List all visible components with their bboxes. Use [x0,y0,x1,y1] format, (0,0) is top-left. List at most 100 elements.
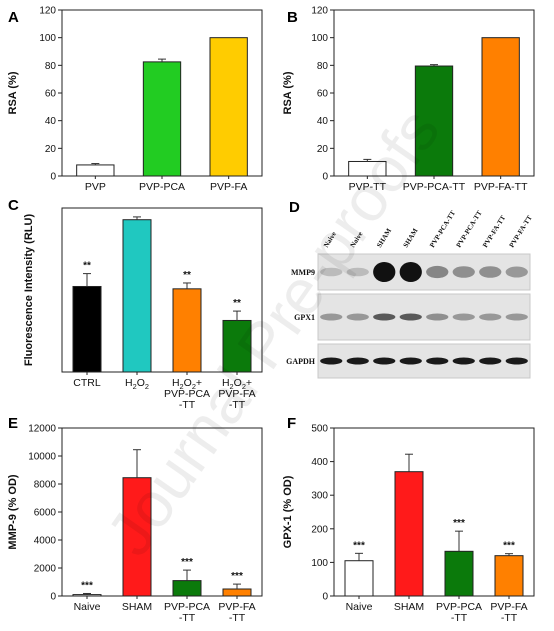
y-tick-label: 0 [50,592,56,603]
significance-label: *** [353,540,365,551]
significance-label: ** [233,298,241,309]
bar [344,560,374,597]
y-axis-label: GPX-1 (% OD) [282,475,294,548]
blot-band [373,262,396,282]
blot-band [479,313,502,321]
bar [414,65,454,177]
blot-band [505,313,528,321]
blot-band [320,357,343,365]
x-tick-label: -TT [179,399,196,411]
y-tick-label: 20 [45,144,57,155]
x-tick-label: PVP-PCA [139,181,185,193]
significance-label: ** [83,261,91,272]
bar [494,555,524,597]
x-tick-label: PVP [85,181,106,193]
x-tick-label: PVP-FA [218,388,255,400]
bar [394,471,424,597]
x-tick-label: H2O2+ [222,377,252,391]
y-axis-label: RSA (%) [7,71,19,114]
blot-band [426,265,449,279]
blot-band [452,357,475,365]
y-tick-label: 500 [311,424,328,435]
y-tick-label: 400 [311,457,328,468]
blot-band [426,357,449,365]
chart-panel-f: F 0 100 200 300 400 500 GPX-1 (% OD) *** Naive SHA… [282,415,535,624]
y-tick-label: 6000 [34,508,57,519]
x-tick-label: PVP-FA [490,601,527,613]
blot-band [452,313,475,321]
x-tick-label: SHAM [122,601,152,613]
plot-frame [333,427,535,597]
blot-band [399,313,422,321]
blot-band [505,266,528,278]
lane-label: Naive [349,230,365,249]
x-tick-label: -TT [179,612,196,624]
y-tick-label: 20 [317,144,329,155]
y-tick-label: 100 [311,558,328,569]
chart-panel-c: C Fluorescence Intensity (RLU) ** CTRL H2O2 *… [8,197,263,411]
panel-letter: A [8,9,19,26]
y-tick-label: 0 [50,172,56,183]
y-tick-label: 120 [39,6,56,17]
y-tick-label: 120 [311,6,328,17]
lane-label: SHAM [402,227,420,249]
x-tick-label: -TT [451,612,468,624]
y-tick-label: 80 [317,61,329,72]
x-tick-label: PVP-PCA [436,601,482,613]
blot-band [346,357,369,365]
y-tick-label: 60 [45,89,57,100]
x-tick-label: H2O2 [125,377,149,391]
bar [76,164,115,177]
blot-band [479,266,502,278]
bar [481,37,520,177]
y-axis-label: MMP-9 (% OD) [7,474,19,550]
y-tick-label: 8000 [34,480,57,491]
y-tick-label: 0 [322,172,328,183]
lane-label: PVP-FA-TT [508,214,534,249]
y-tick-label: 80 [45,61,57,72]
x-tick-label: PVP-TT [349,181,387,193]
y-tick-label: 300 [311,491,328,502]
x-tick-label: PVP-FA [210,181,247,193]
x-tick-label: PVP-FA-TT [474,181,528,193]
y-tick-label: 200 [311,524,328,535]
blot-strip [317,253,531,291]
blot-band [346,313,369,321]
bar [222,588,252,597]
y-tick-label: 4000 [34,536,57,547]
plot-frame [61,207,263,373]
y-tick-label: 100 [311,33,328,44]
lane-label: PVP-PCA-TT [455,209,484,249]
blot-row-label: GAPDH [286,357,316,366]
blot-band [373,313,396,321]
y-tick-label: 2000 [34,564,57,575]
x-tick-label: PVP-PCA-TT [403,181,466,193]
y-tick-label: 40 [317,116,329,127]
bar [209,37,248,177]
chart-panel-b: B 0 20 40 60 80 100 120 RSA (%) PVP-TT PVP-PCA-TT P… [282,6,535,193]
lane-label: PVP-PCA-TT [428,209,457,249]
y-tick-label: 60 [317,89,329,100]
y-tick-label: 100 [39,33,56,44]
x-tick-label: H2O2+ [172,377,202,391]
blot-band [505,357,528,365]
panel-letter: C [8,197,19,214]
significance-label: *** [81,580,93,591]
bar [222,319,252,373]
y-tick-label: 10000 [28,452,56,463]
lane-label: SHAM [375,227,393,249]
blot-band [373,357,396,365]
significance-label: *** [503,541,515,552]
x-tick-label: PVP-FA [218,601,255,613]
bar [444,550,474,597]
blot-band [320,313,343,321]
bar [172,580,202,597]
blot-band [399,357,422,365]
panel-letter: F [287,415,296,432]
x-tick-label: -TT [501,612,518,624]
significance-label: ** [183,270,191,281]
significance-label: *** [181,557,193,568]
x-tick-label: -TT [229,399,246,411]
bar [122,477,152,597]
blot-band [399,262,422,282]
